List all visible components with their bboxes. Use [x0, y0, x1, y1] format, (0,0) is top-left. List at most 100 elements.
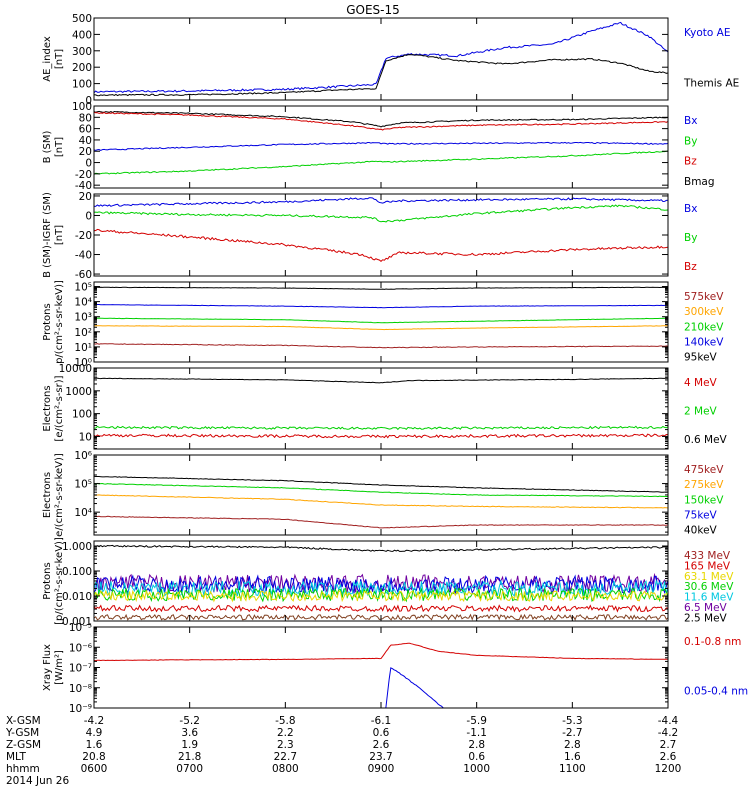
series-line-protons_kev-1 — [94, 304, 668, 309]
y-tick-label: 10⁴ — [74, 507, 92, 519]
y-tick-label: 10³ — [74, 312, 92, 324]
x-row-value: -5.3 — [562, 715, 583, 727]
panel-frame — [93, 105, 669, 189]
x-row-value: -1.1 — [466, 727, 487, 739]
legend-entry: 11.6 MeV — [684, 592, 734, 604]
y-tick-label: 10⁵ — [74, 282, 92, 294]
legend-entry: Themis AE — [683, 77, 739, 89]
y-tick-label: 80 — [79, 112, 92, 124]
y-tick-label: 10000 — [59, 363, 92, 375]
y-tick-label: 500 — [72, 13, 92, 25]
y-tick-label: 10⁶ — [74, 450, 92, 462]
y-tick-label: 20 — [79, 146, 92, 158]
panel-bsm — [93, 105, 669, 189]
legend-entry: 40keV — [684, 525, 718, 537]
x-row-value: -5.8 — [275, 715, 296, 727]
legend-entry: 95keV — [684, 352, 718, 364]
x-row-value: -4.2 — [658, 727, 679, 739]
y-tick-label: 60 — [79, 124, 92, 136]
x-row-value: 1.6 — [86, 739, 103, 751]
series-line-protons_mev-6 — [94, 604, 668, 613]
x-row-value: 0.6 — [373, 727, 390, 739]
series-line-protons_kev-3 — [94, 325, 668, 331]
x-row-value: -4.2 — [84, 715, 105, 727]
date-label: 2014 Jun 26 — [6, 775, 69, 787]
y-tick-label: 0.001 — [62, 616, 92, 628]
x-row-value: 1000 — [463, 763, 490, 775]
x-row-value: -6.1 — [371, 715, 392, 727]
y-axis-label: [e/(cm²-s-sr)] — [54, 375, 65, 441]
y-axis-label: Electrons — [42, 385, 53, 431]
y-axis-label: [p/(cm²-s-sr-keV)] — [54, 537, 65, 625]
legend-entry: By — [684, 135, 697, 147]
series-line-bsm-2 — [94, 141, 668, 151]
y-tick-label: 0 — [85, 158, 92, 170]
legend-entry: Bz — [684, 261, 697, 273]
series-line-electrons_mev-0 — [94, 377, 668, 384]
legend-entry: Bx — [684, 115, 697, 127]
legend-entry: 75keV — [684, 510, 718, 522]
y-tick-label: 0 — [85, 210, 92, 222]
panel-frame — [93, 626, 669, 709]
y-axis-label: [nT] — [54, 225, 65, 245]
panel-ae — [93, 17, 669, 101]
x-row-value: 0.6 — [468, 751, 485, 763]
series-line-protons_mev-5 — [94, 589, 668, 603]
x-row-value: 0900 — [368, 763, 395, 775]
series-line-bsm-0 — [94, 110, 668, 128]
y-tick-label: 400 — [72, 29, 92, 41]
legend-entry: 4 MeV — [684, 377, 718, 389]
legend-entry: 0.1-0.8 nm — [684, 636, 741, 648]
x-row-value: 2.7 — [660, 739, 677, 751]
x-row-label: Z-GSM — [6, 739, 41, 751]
legend-entry: Bx — [684, 203, 697, 215]
legend-entry: 300keV — [684, 306, 724, 318]
panel-frame — [93, 454, 669, 536]
y-axis-label: p/(cm²-s-sr-keV)] — [54, 280, 65, 364]
y-tick-label: -20 — [75, 230, 92, 242]
y-tick-label: 40 — [79, 135, 92, 147]
legend-entry: 30.6 MeV — [684, 581, 734, 593]
legend-entry: Bz — [684, 156, 697, 168]
y-tick-label: 0.010 — [62, 591, 92, 603]
y-axis-label: Electrons — [42, 472, 53, 518]
x-row-value: 2.6 — [660, 751, 677, 763]
panel-electrons_mev — [93, 367, 669, 450]
series-line-electrons_mev-2 — [94, 433, 668, 439]
y-axis-label: [nT] — [54, 49, 65, 69]
legend-entry: 150keV — [684, 494, 724, 506]
legend-entry: 210keV — [684, 321, 724, 333]
y-tick-label: -20 — [75, 169, 92, 181]
x-row-value: 22.7 — [274, 751, 297, 763]
x-row-value: 3.6 — [181, 727, 198, 739]
legend-entry: 0.6 MeV — [684, 434, 728, 446]
y-axis-label: Xray Flux — [42, 644, 53, 691]
y-tick-label: 10⁻⁷ — [69, 663, 92, 675]
series-line-ae-0 — [94, 21, 668, 94]
y-axis-label: [W/m²] — [54, 650, 65, 685]
x-row-value: 1.9 — [181, 739, 198, 751]
y-tick-label: 10⁻⁶ — [69, 642, 92, 654]
series-line-protons_kev-4 — [94, 343, 668, 349]
series-line-protons_kev-2 — [94, 317, 668, 324]
y-axis-label: e/(cm²-s-sr-keV)] — [54, 453, 65, 537]
legend-entry: Bmag — [684, 176, 715, 188]
y-tick-label: 10² — [74, 327, 92, 339]
y-tick-label: 10⁻⁹ — [69, 703, 92, 715]
panel-protons_mev — [93, 540, 669, 622]
series-line-bsm-3 — [94, 150, 668, 175]
x-row-value: 0600 — [81, 763, 108, 775]
y-tick-label: 10⁰ — [74, 357, 92, 369]
y-axis-label: Protons — [42, 562, 53, 599]
x-row-value: 0700 — [176, 763, 203, 775]
legend-entry: 2 MeV — [684, 406, 718, 418]
legend-entry: 63.1 MeV — [684, 571, 734, 583]
y-tick-label: 100 — [72, 79, 92, 91]
x-row-value: -2.7 — [562, 727, 583, 739]
series-line-electrons_kev-2 — [94, 494, 668, 509]
legend-entry: 165 MeV — [684, 560, 731, 572]
legend-entry: 2.5 MeV — [684, 612, 728, 624]
x-row-value: 2.2 — [277, 727, 294, 739]
